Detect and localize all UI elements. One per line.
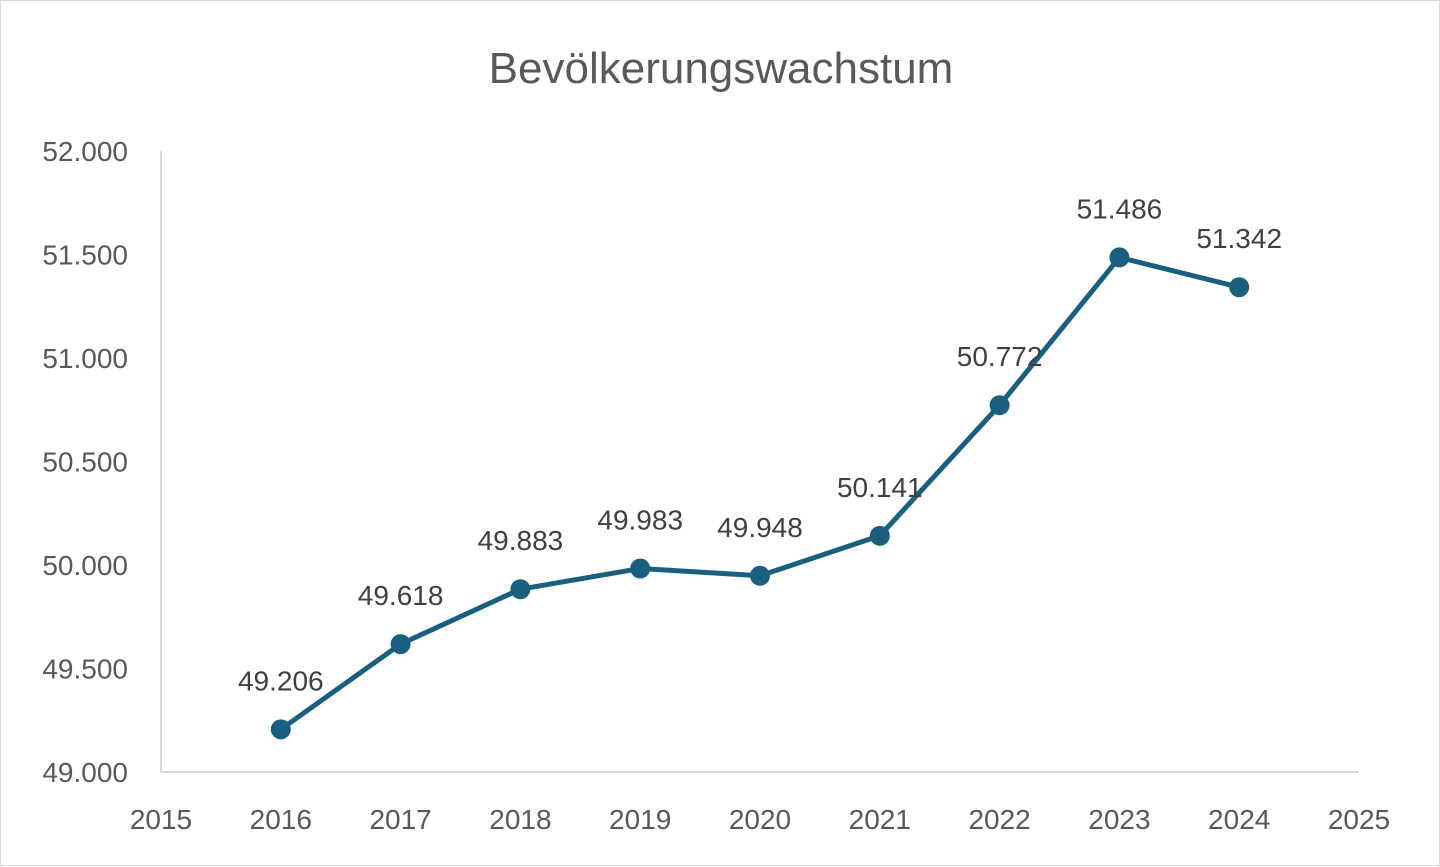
- data-label: 49.948: [717, 512, 803, 543]
- data-point: [270, 719, 291, 740]
- data-point: [869, 525, 890, 546]
- y-axis-ticks: 49.000 49.500 50.000 50.500 51.000 51.500 52.0…: [42, 136, 128, 788]
- y-tick-label: 50.500: [42, 447, 128, 478]
- x-tick-label: 2017: [369, 804, 431, 835]
- x-tick-label: 2019: [609, 804, 671, 835]
- data-label: 49.206: [238, 665, 324, 696]
- data-label: 50.141: [837, 472, 923, 503]
- x-tick-label: 2020: [729, 804, 791, 835]
- y-tick-label: 49.000: [42, 757, 128, 788]
- data-point: [1229, 277, 1250, 298]
- y-tick-label: 52.000: [42, 136, 128, 167]
- y-tick-label: 51.000: [42, 343, 128, 374]
- data-point: [989, 395, 1010, 416]
- data-point: [750, 565, 770, 586]
- data-point: [390, 634, 411, 655]
- data-label: 49.983: [597, 505, 683, 536]
- x-tick-label: 2023: [1088, 804, 1150, 835]
- x-tick-label: 2015: [130, 804, 192, 835]
- x-tick-label: 2021: [849, 804, 911, 835]
- data-point: [510, 579, 531, 600]
- y-tick-label: 50.000: [42, 550, 128, 581]
- x-tick-label: 2016: [250, 804, 312, 835]
- data-label: 51.486: [1077, 193, 1163, 224]
- series-polyline: [278, 254, 1242, 732]
- x-tick-label: 2024: [1208, 804, 1270, 835]
- data-point: [630, 558, 651, 579]
- data-label: 49.618: [358, 580, 444, 611]
- data-point: [1109, 247, 1130, 268]
- x-tick-label: 2025: [1328, 804, 1390, 835]
- x-tick-label: 2022: [968, 804, 1030, 835]
- y-tick-label: 51.500: [42, 240, 128, 271]
- data-points: [270, 247, 1250, 740]
- x-tick-label: 2018: [489, 804, 551, 835]
- axes: [160, 151, 1359, 773]
- series-line: [278, 254, 1242, 732]
- y-tick-label: 49.500: [42, 654, 128, 685]
- data-label: 51.342: [1196, 223, 1282, 254]
- data-labels: 49.206 49.618 49.883 49.983 49.948 50.141 50.7…: [238, 193, 1282, 696]
- data-label: 49.883: [478, 525, 564, 556]
- chart-title: Bevölkerungswachstum: [489, 44, 954, 93]
- data-label: 50.772: [957, 341, 1043, 372]
- x-axis-ticks: 2015 2016 2017 2018 2019 2020 2021 2022 2023 2024…: [130, 804, 1390, 835]
